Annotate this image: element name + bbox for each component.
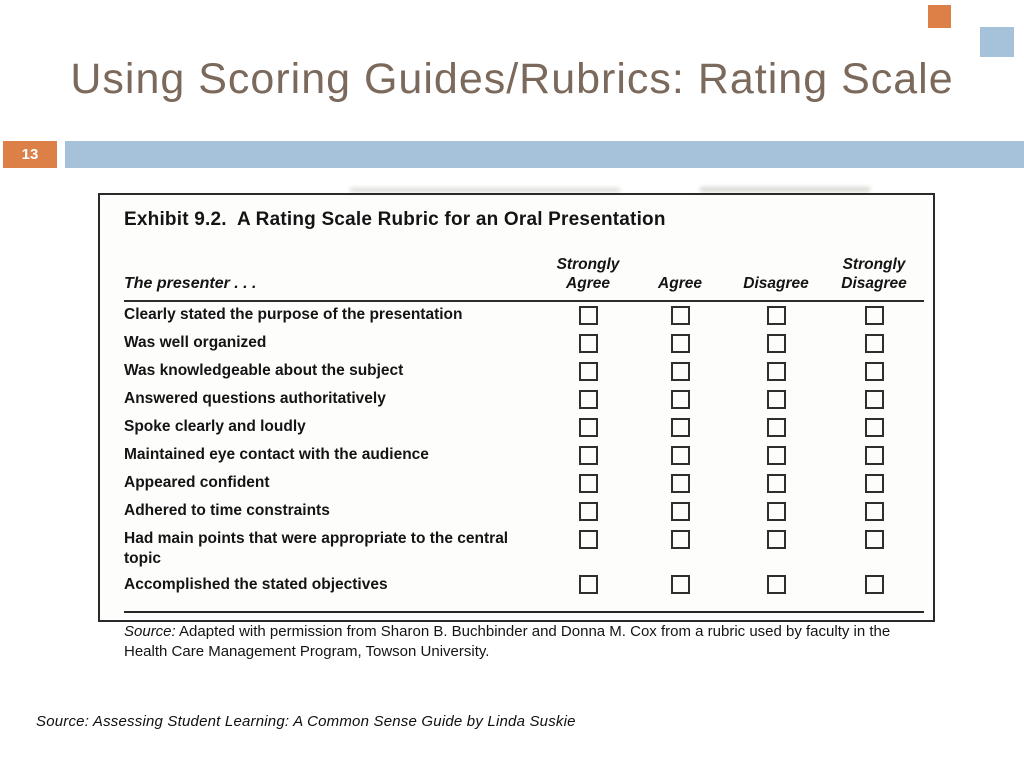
rubric-row: Answered questions authoritatively <box>124 386 924 414</box>
column-header-agree: Agree <box>632 235 728 302</box>
checkbox-icon <box>578 502 598 521</box>
checkbox-icon <box>670 530 690 549</box>
checkbox-icon <box>670 418 690 437</box>
checkbox-icon <box>670 474 690 493</box>
exhibit-scan-image: Exhibit 9.2. A Rating Scale Rubric for a… <box>98 193 935 660</box>
row-label: Accomplished the stated objectives <box>124 576 388 593</box>
checkbox-icon <box>766 306 786 325</box>
row-label: Spoke clearly and loudly <box>124 418 306 435</box>
checkbox-icon <box>578 362 598 381</box>
checkbox-icon <box>864 575 884 594</box>
checkbox-icon <box>864 474 884 493</box>
rubric-header-row: The presenter . . . Strongly Agree Agree… <box>124 235 924 302</box>
checkbox-icon <box>670 575 690 594</box>
checkbox-icon <box>864 502 884 521</box>
checkbox-icon <box>864 362 884 381</box>
row-label: Adhered to time constraints <box>124 502 330 519</box>
presenter-label: The presenter . . . <box>124 235 544 302</box>
checkbox-icon <box>670 502 690 521</box>
checkbox-icon <box>864 306 884 325</box>
column-header-disagree: Disagree <box>728 235 824 302</box>
rubric-row: Maintained eye contact with the audience <box>124 442 924 470</box>
checkbox-icon <box>864 390 884 409</box>
row-label: Had main points that were appropriate to… <box>124 530 509 567</box>
checkbox-icon <box>578 306 598 325</box>
rubric-row: Spoke clearly and loudly <box>124 414 924 442</box>
rubric-row: Appeared confident <box>124 470 924 498</box>
checkbox-icon <box>670 334 690 353</box>
checkbox-icon <box>578 474 598 493</box>
decor-square-orange-icon <box>928 5 951 28</box>
checkbox-icon <box>578 575 598 594</box>
checkbox-icon <box>766 502 786 521</box>
checkbox-icon <box>578 418 598 437</box>
checkbox-icon <box>670 446 690 465</box>
exhibit-heading: Exhibit 9.2. A Rating Scale Rubric for a… <box>124 209 666 230</box>
row-label: Was knowledgeable about the subject <box>124 362 404 379</box>
checkbox-icon <box>670 362 690 381</box>
row-label: Maintained eye contact with the audience <box>124 446 429 463</box>
checkbox-icon <box>670 306 690 325</box>
checkbox-icon <box>766 418 786 437</box>
source-text: Adapted with permission from Sharon B. B… <box>124 623 891 660</box>
row-label: Clearly stated the purpose of the presen… <box>124 306 463 323</box>
checkbox-icon <box>766 390 786 409</box>
exhibit-source-note: Source: Adapted with permission from Sha… <box>124 611 924 662</box>
checkbox-icon <box>864 418 884 437</box>
rubric-row: Clearly stated the purpose of the presen… <box>124 301 924 330</box>
rubric-row: Had main points that were appropriate to… <box>124 526 924 569</box>
rubric-table: The presenter . . . Strongly Agree Agree… <box>124 235 924 601</box>
rubric-row: Adhered to time constraints <box>124 498 924 526</box>
checkbox-icon <box>578 446 598 465</box>
checkbox-icon <box>670 390 690 409</box>
column-header-strongly-disagree: Strongly Disagree <box>824 235 924 302</box>
rubric-row: Was knowledgeable about the subject <box>124 358 924 386</box>
scan-smudge <box>700 187 870 192</box>
checkbox-icon <box>766 530 786 549</box>
rubric-row: Accomplished the stated objectives <box>124 569 924 601</box>
header-band <box>65 141 1024 168</box>
slide-source-caption: Source: Assessing Student Learning: A Co… <box>36 713 576 730</box>
checkbox-icon <box>766 446 786 465</box>
row-label: Appeared confident <box>124 474 270 491</box>
rubric-row: Was well organized <box>124 330 924 358</box>
checkbox-icon <box>766 334 786 353</box>
checkbox-icon <box>766 474 786 493</box>
column-header-strongly-agree: Strongly Agree <box>544 235 632 302</box>
slide-title: Using Scoring Guides/Rubrics: Rating Sca… <box>70 55 954 103</box>
checkbox-icon <box>578 390 598 409</box>
checkbox-icon <box>578 530 598 549</box>
checkbox-icon <box>766 575 786 594</box>
source-prefix: Source: <box>124 623 176 640</box>
checkbox-icon <box>864 446 884 465</box>
checkbox-icon <box>864 530 884 549</box>
checkbox-icon <box>864 334 884 353</box>
checkbox-icon <box>766 362 786 381</box>
row-label: Was well organized <box>124 334 267 351</box>
decor-square-blue-icon <box>980 27 1014 57</box>
checkbox-icon <box>578 334 598 353</box>
row-label: Answered questions authoritatively <box>124 390 386 407</box>
page-number-badge: 13 <box>3 141 57 168</box>
scan-smudge <box>350 188 620 192</box>
